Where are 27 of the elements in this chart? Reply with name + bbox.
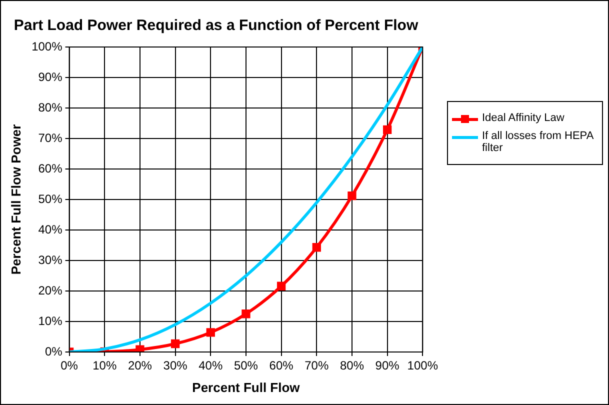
y-tick-label: 100% [32,39,63,54]
x-tick-label: 20% [128,358,152,373]
y-tick-label: 20% [38,283,63,298]
y-tick-label: 50% [38,192,63,206]
legend-label: If all losses from HEPA filter [482,130,594,154]
x-tick-label: 60% [269,358,294,373]
y-tick-label: 0% [44,344,63,358]
y-tick-label: 30% [38,252,63,267]
y-tick-label: 70% [38,130,63,145]
y-axis-title: Percent Full Flow Power [8,124,24,275]
y-tick-label: 90% [38,70,63,84]
x-tick-label: 100% [407,358,438,373]
x-tick-label: 50% [234,358,258,373]
y-tick-label: 80% [38,100,63,114]
y-tick-label: 10% [38,314,63,328]
y-tick-label: 40% [38,222,63,236]
x-tick-label: 30% [163,358,188,373]
x-tick-label: 80% [340,358,364,373]
x-axis-title: Percent Full Flow [192,380,301,395]
x-tick-label: 0% [60,358,78,373]
legend-label: Ideal Affinity Law [482,112,564,124]
x-tick-label: 10% [92,358,117,373]
chart-title: Part Load Power Required as a Function of Percent Flow [14,17,418,34]
x-tick-label: 90% [375,358,400,373]
y-tick-label: 60% [38,161,63,176]
x-tick-label: 70% [304,358,329,373]
x-tick-label: 40% [198,358,223,373]
